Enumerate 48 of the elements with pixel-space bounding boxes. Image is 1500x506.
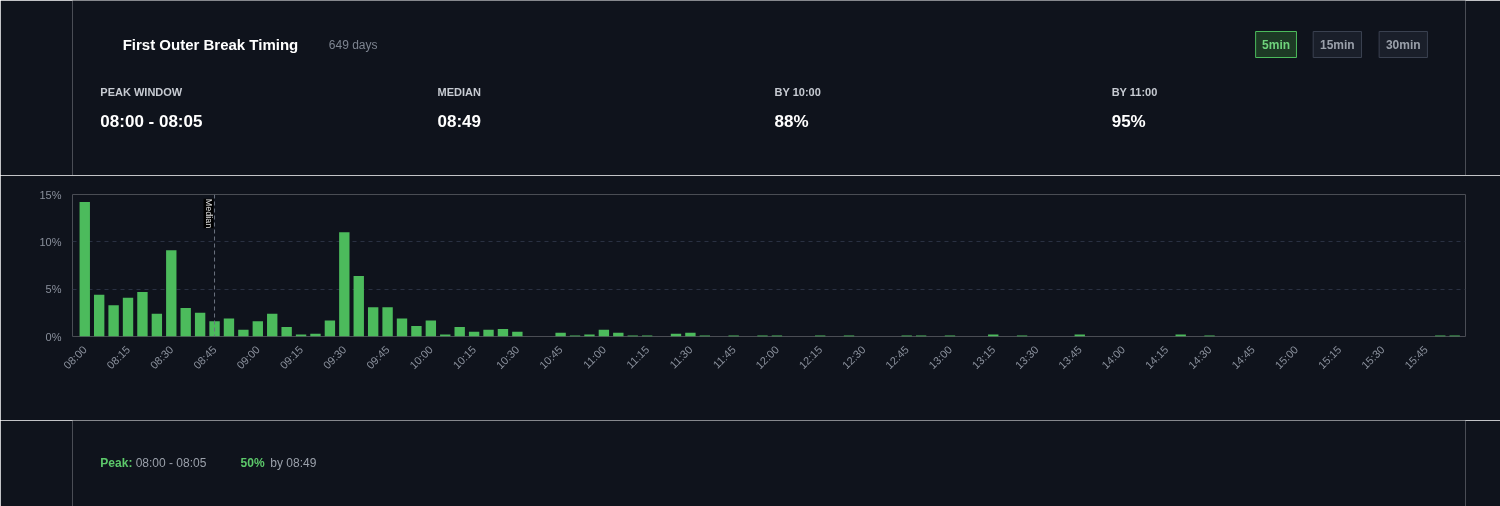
bar (180, 308, 191, 337)
bar (223, 318, 235, 337)
bar (382, 307, 393, 337)
bar (512, 331, 523, 337)
bar (166, 250, 177, 337)
y-tick-label: 5% (45, 283, 62, 296)
text: 30min (1385, 37, 1421, 52)
text: BY 10:00 (774, 85, 821, 98)
bar (454, 327, 465, 337)
text: MEDIAN (437, 85, 481, 98)
bar (238, 329, 249, 337)
bar (353, 275, 364, 337)
bar (281, 327, 292, 337)
text: 50% (240, 455, 265, 470)
bar (151, 313, 163, 337)
text: 88% (774, 112, 809, 131)
text: 5min (1262, 37, 1291, 52)
bar (425, 320, 437, 337)
bar (367, 307, 379, 337)
bar (93, 294, 105, 337)
bar (267, 313, 278, 337)
text: 08:49 (437, 112, 481, 131)
text: 95% (1111, 112, 1146, 131)
bar (79, 202, 90, 337)
bar (411, 326, 422, 337)
bar (396, 318, 408, 337)
text: 08:00 - 08:05 (100, 112, 203, 131)
bar (108, 305, 119, 337)
text: 15min (1320, 37, 1355, 52)
bar (194, 312, 206, 337)
bar (324, 320, 336, 337)
text: 649 days (328, 37, 378, 52)
bar (209, 321, 220, 337)
ref-line-label: Median (203, 198, 214, 229)
y-tick-label: 10% (39, 235, 62, 248)
bar (252, 321, 263, 337)
bar (483, 329, 494, 337)
text: by 08:49 (270, 455, 317, 470)
y-tick-label: 15% (39, 188, 62, 201)
text: BY 11:00 (1111, 85, 1158, 98)
text: 08:00 - 08:05 (135, 455, 207, 470)
text: Peak: (100, 455, 133, 470)
bar (122, 297, 134, 337)
text: PEAK WINDOW (100, 85, 183, 98)
bar (339, 232, 350, 337)
bar (137, 292, 148, 337)
y-tick-label: 0% (45, 330, 62, 343)
chart-title: First Outer Break Timing (122, 36, 299, 53)
